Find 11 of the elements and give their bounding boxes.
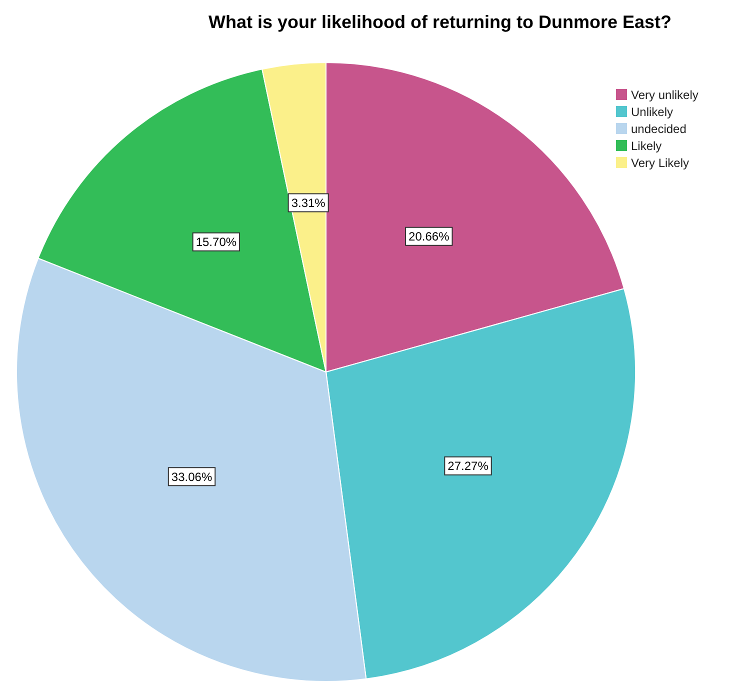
legend-label: Very Likely [631, 156, 690, 170]
legend-label: undecided [631, 122, 686, 136]
data-label: 15.70% [196, 235, 237, 250]
legend-label: Very unlikely [631, 88, 698, 102]
data-label: 3.31% [291, 196, 326, 210]
legend-label: Likely [631, 138, 662, 152]
chart-title: What is your likelihood of returning to Dunmore East? [207, 12, 673, 33]
data-label: 33.06% [171, 470, 212, 484]
data-label: 20.66% [408, 230, 450, 244]
data-label: 27.27% [448, 459, 489, 474]
legend-label: Unlikely [631, 104, 674, 118]
